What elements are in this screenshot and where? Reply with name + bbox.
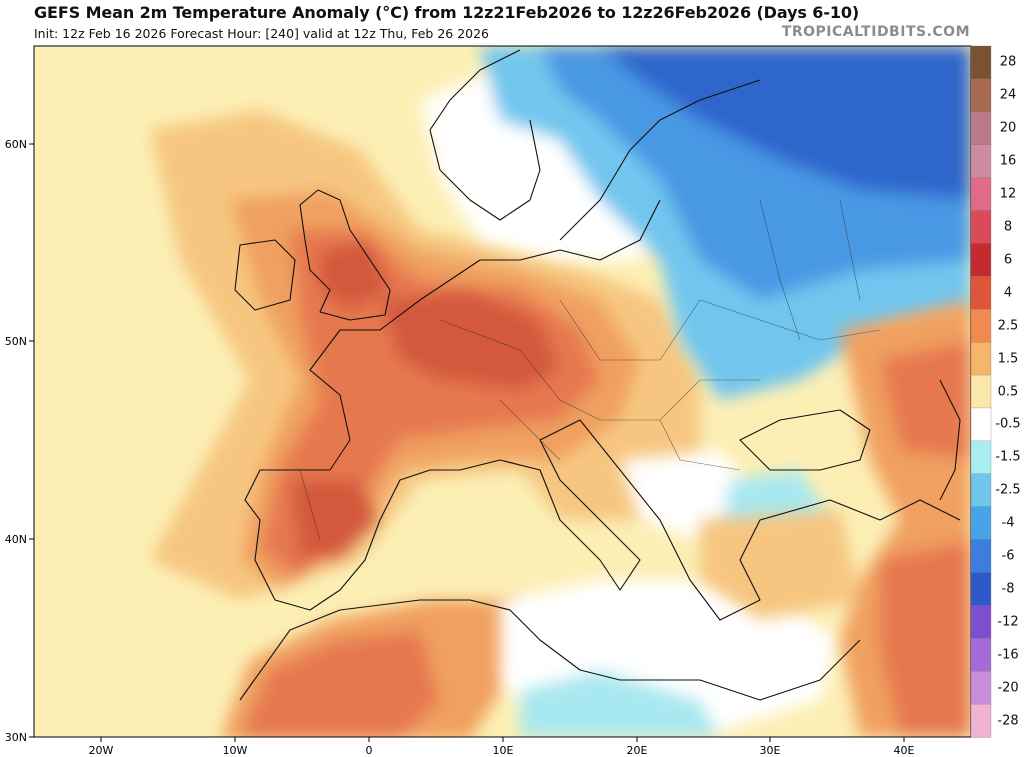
lon-label: 30E [760, 744, 781, 757]
legend-swatch [970, 638, 992, 672]
lat-label: 50N [5, 335, 27, 348]
legend-label: -28 [997, 713, 1019, 729]
lon-label: 20E [627, 744, 648, 757]
lon-label: 10W [223, 744, 248, 757]
legend-swatch [970, 671, 992, 705]
anomaly-cool-region [600, 46, 971, 200]
legend-swatch [970, 111, 992, 146]
legend-swatch [970, 210, 992, 245]
lon-label: 20W [89, 744, 114, 757]
legend-swatch [970, 374, 992, 409]
anomaly-warm-region [880, 540, 971, 737]
legend-swatch [970, 341, 992, 376]
legend-label: -16 [997, 647, 1019, 663]
border-line [299, 199, 881, 541]
legend-swatch [970, 572, 992, 607]
coastline [429, 49, 761, 241]
lat-label: 60N [5, 138, 27, 151]
lat-label: 30N [5, 731, 27, 744]
color-legend [970, 45, 992, 738]
legend-swatch [970, 309, 992, 343]
anomaly-warm-region [241, 630, 440, 737]
legend-label: 12 [999, 186, 1017, 202]
lon-label: 0 [366, 744, 373, 757]
lat-label: 40N [5, 533, 27, 546]
legend-swatch [970, 78, 992, 113]
anomaly-warm-region [380, 290, 560, 390]
brand-watermark[interactable]: TROPICALTIDBITS.COM [781, 24, 970, 40]
anomaly-warm-region [290, 480, 380, 560]
legend-swatch [970, 177, 992, 212]
legend-label: 4 [1003, 285, 1013, 301]
coastline [244, 299, 961, 621]
legend-label: -20 [997, 680, 1019, 696]
map-subtitle: Init: 12z Feb 16 2026 Forecast Hour: [24… [34, 26, 490, 41]
legend-label: -1.5 [995, 449, 1021, 465]
legend-label: 16 [999, 153, 1017, 169]
legend-swatch [970, 45, 992, 80]
anomaly-warm-region [320, 240, 390, 310]
coastline [234, 239, 296, 311]
anomaly-warm-region [880, 340, 971, 460]
legend-label: 6 [1003, 252, 1013, 268]
legend-swatch [970, 703, 992, 738]
coastline [419, 199, 661, 301]
lon-label: 40E [894, 744, 915, 757]
legend-label: -6 [1001, 548, 1015, 564]
legend-label: -0.5 [995, 416, 1021, 432]
legend-swatch [970, 605, 992, 639]
legend-swatch [970, 539, 992, 574]
legend-label: 24 [999, 87, 1017, 103]
legend-label: -8 [1001, 581, 1015, 597]
legend-label: 28 [999, 54, 1017, 70]
legend-swatch [970, 276, 992, 310]
legend-label: 8 [1003, 219, 1013, 235]
coastline [239, 599, 861, 701]
legend-label: -12 [997, 614, 1019, 630]
legend-swatch [970, 440, 992, 475]
legend-swatch [970, 243, 992, 277]
legend-swatch [970, 407, 992, 442]
lon-axis [100, 737, 905, 742]
legend-swatch [970, 144, 992, 179]
legend-label: 1.5 [997, 351, 1019, 367]
coastline [299, 189, 391, 321]
anomaly-warm-region [700, 510, 860, 620]
lon-label: 10E [493, 744, 514, 757]
coastline [739, 409, 871, 471]
legend-swatch [970, 506, 992, 541]
legend-label: -4 [1001, 515, 1015, 531]
coastline [939, 379, 961, 501]
lat-axis [29, 143, 34, 738]
legend-label: 0.5 [997, 384, 1019, 399]
legend-label: 20 [999, 120, 1017, 136]
legend-label: 2.5 [997, 318, 1019, 334]
map-title: GEFS Mean 2m Temperature Anomaly (°C) fr… [34, 3, 860, 22]
anomaly-cool-region [520, 670, 720, 737]
legend-label: -2.5 [995, 482, 1021, 498]
legend-swatch [970, 473, 992, 508]
